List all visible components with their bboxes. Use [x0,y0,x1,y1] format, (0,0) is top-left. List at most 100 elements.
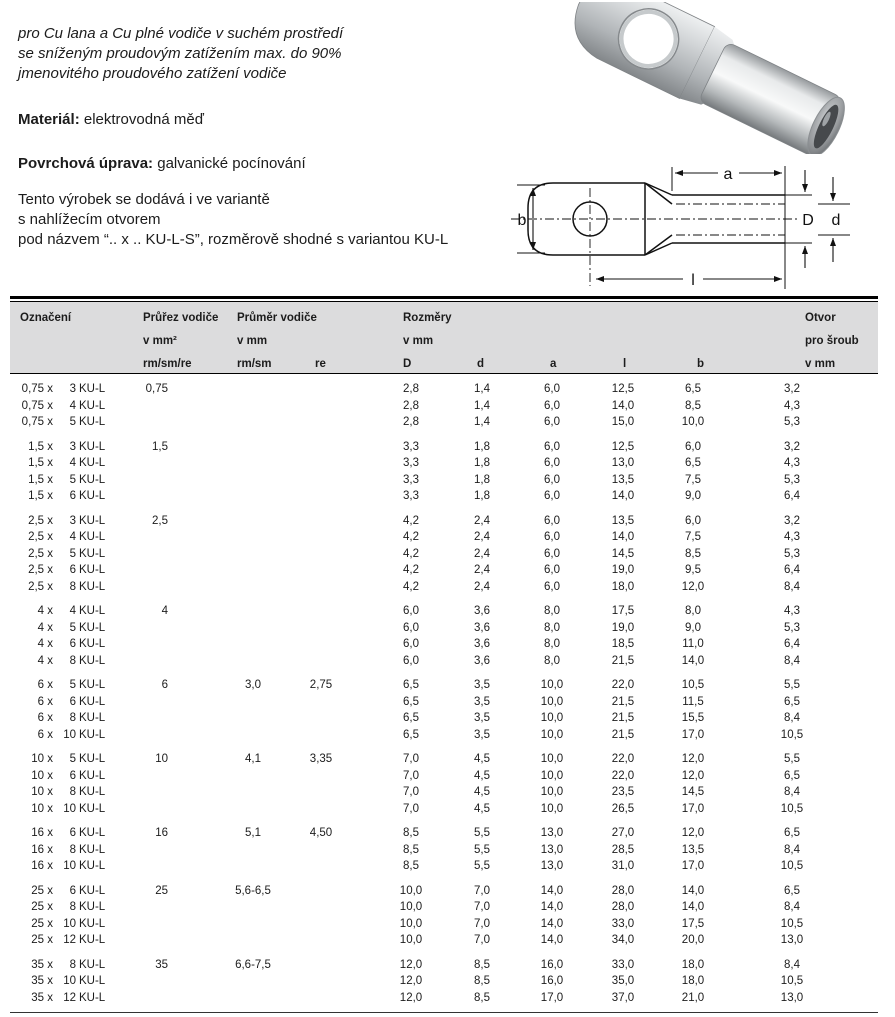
cell-prumer: 3,0 [245,679,261,691]
cell-l: 13,5 [611,514,635,527]
cell-otvor: 4,3 [784,605,800,617]
dim-label-a: a [724,166,733,183]
cell-otvor: 6,4 [784,564,800,576]
cell-a: 6,0 [544,416,560,428]
cell-otvor: 5,3 [784,621,800,634]
variant-line: s nahlížecím otvorem [18,211,161,228]
cell-prurez: 2,5 [152,514,168,527]
cell-l: 28,0 [611,901,635,913]
cell-a: 10,0 [540,786,564,798]
cell-re [302,620,375,637]
cell-otvor: 8,4 [784,580,800,593]
cell-oznaceni: 4 x 6 KU-L [37,638,106,650]
cell-l: 19,0 [611,621,635,634]
cell-re [302,398,375,415]
lug-hole [617,8,680,70]
cell-a: 6,0 [544,531,560,543]
cell-oznaceni: 2,5 x 4 KU-L [28,531,106,543]
cell-a: 13,0 [540,827,564,839]
cell-prumer [190,932,302,949]
table-row: 2,5 x 3 KU-L 2,5 4,2 2,4 6,0 13,5 6,0 3,2 [20,513,878,530]
cell-otvor: 8,4 [784,901,800,913]
cell-d: 5,5 [474,827,490,839]
intro-line: pro Cu lana a Cu plné vodiče v suchém pr… [18,25,344,42]
cell-oznaceni: 2,5 x 5 KU-L [28,547,106,560]
table-row: 0,75 x 3 KU-L 0,75 2,8 1,4 6,0 12,5 6,5 3,2 [20,381,878,398]
cell-oznaceni: 25 x 6 KU-L [31,884,106,897]
cell-prumer [190,439,302,456]
col-header-otvor: Otvor pro šroub v mm [805,312,859,370]
cell-otvor: 13,0 [780,934,804,946]
cell-b: 9,0 [685,490,701,502]
cell-a: 10,0 [540,802,564,815]
cell-D: 4,2 [403,580,419,593]
cell-re [302,529,375,546]
cell-a: 8,0 [544,654,560,667]
cell-oznaceni: 25 x 10 KU-L [31,917,106,930]
cell-b: 17,0 [681,860,705,872]
cell-a: 6,0 [544,547,560,560]
cell-d: 8,5 [474,975,490,987]
col-header-l: l [623,358,627,370]
cell-re [302,916,375,933]
cell-re [302,710,375,727]
variant-line: pod názvem “.. x .. KU-L-S”, rozměrově s… [18,231,449,248]
cable-lug-photo [574,2,845,154]
cell-b: 13,5 [681,843,705,856]
cell-re [302,513,375,530]
cell-b: 6,5 [685,383,701,395]
cell-prumer [190,842,302,859]
table-row: 10 x 5 KU-L 10 4,1 3,35 7,0 4,5 10,0 22,0 12,0 5,5 [20,751,878,768]
cell-l: 22,0 [611,769,635,782]
cell-D: 10,0 [399,884,423,897]
cell-D: 4,2 [403,531,419,543]
cell-re [302,562,375,579]
table-top-rule [10,296,878,299]
cell-prumer [190,727,302,744]
cell-oznaceni: 6 x 8 KU-L [37,712,106,724]
cell-d: 2,4 [474,580,490,593]
cell-prumer [190,858,302,875]
cell-b: 12,0 [681,580,705,593]
cell-re: 4,50 [309,827,333,839]
cell-prumer [190,801,302,818]
table-top-rule-2 [10,301,878,302]
cell-d: 2,4 [474,531,490,543]
cell-b: 14,5 [681,786,705,798]
cell-otvor: 5,3 [784,547,800,560]
cell-D: 2,8 [403,399,419,412]
cell-l: 17,5 [611,605,635,617]
cell-a: 10,0 [540,769,564,782]
cell-prumer [190,603,302,620]
cell-re [302,784,375,801]
cell-prurez [140,579,190,596]
cell-b: 12,0 [681,827,705,839]
cell-l: 14,0 [611,531,635,543]
table-row: 6 x 5 KU-L 6 3,0 2,75 6,5 3,5 10,0 22,0 10,5 5,5 [20,677,878,694]
variant-line: Tento výrobek se dodává i ve variantě [18,191,270,208]
cell-prurez: 4 [161,605,168,617]
cell-otvor: 4,3 [784,457,800,469]
table-group: 10 x 5 KU-L 10 4,1 3,35 7,0 4,5 10,0 22,0 12,0 5,5 1… [20,751,878,817]
cell-D: 10,0 [399,917,423,930]
cell-re [302,957,375,974]
cell-prurez [140,472,190,489]
cell-a: 6,0 [544,383,560,395]
cell-b: 11,5 [682,695,704,708]
table-group: 2,5 x 3 KU-L 2,5 4,2 2,4 6,0 13,5 6,0 3,2 2,5 x 4 KU… [20,513,878,596]
table-header: Označení Průřez vodiče v mm² rm/sm/re Průměr… [10,302,878,373]
cell-prumer: 5,6-6,5 [235,884,271,897]
table-row: 4 x 4 KU-L 4 6,0 3,6 8,0 17,5 8,0 4,3 [20,603,878,620]
cell-d: 7,0 [474,884,490,897]
table-row: 35 x 12 KU-L 12,0 8,5 17,0 37,0 21,0 13,0 [20,990,878,1007]
cell-re [302,381,375,398]
cell-otvor: 6,5 [784,695,800,708]
cell-d: 4,5 [474,786,490,798]
cell-l: 21,5 [611,728,635,741]
cell-re [302,932,375,949]
cell-re [302,801,375,818]
cell-prurez [140,414,190,431]
cell-D: 4,2 [403,564,419,576]
cell-a: 6,0 [544,580,560,593]
cell-oznaceni: 6 x 5 KU-L [37,679,106,691]
